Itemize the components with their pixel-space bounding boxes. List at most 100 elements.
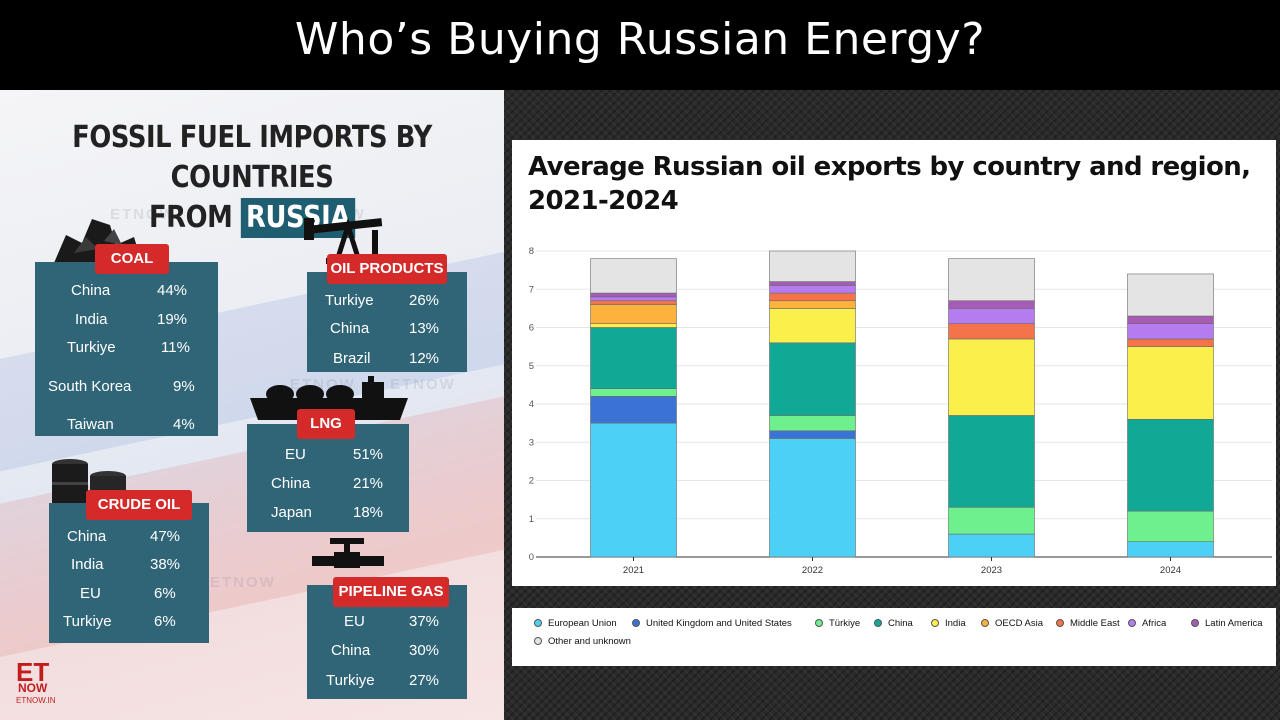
country-name: Turkiye <box>63 613 112 630</box>
heading-line-1: FOSSIL FUEL IMPORTS BY COUNTRIES <box>72 120 432 195</box>
oil-products-label: OIL PRODUCTS <box>327 254 447 284</box>
y-tick-label: 1 <box>529 514 534 525</box>
bar-segment <box>769 292 856 302</box>
stacked-bar-chart: 0 1 2 3 4 5 6 7 8 2021 2022 2023 2024 <box>529 246 1272 576</box>
bar-segment <box>590 296 677 302</box>
et-now-logo: ET NOW ETNOW.IN <box>16 659 64 706</box>
bar-segment <box>948 338 1035 416</box>
legend-item: Middle East <box>1056 618 1120 629</box>
bar-segment <box>590 323 677 328</box>
country-name: China <box>67 528 107 545</box>
bar-segment <box>1127 541 1214 558</box>
bar-segment <box>948 308 1035 324</box>
table-row: Turkiye 27% <box>307 672 467 700</box>
lng-card: EU 51% China 21% Japan 18% <box>247 424 409 532</box>
bar-segment <box>948 300 1035 309</box>
table-row: EU 51% <box>247 446 409 474</box>
legend-item: China <box>874 618 913 629</box>
legend-item: Africa <box>1128 618 1166 629</box>
legend-item: OECD Asia <box>981 618 1043 629</box>
table-row: Brazil 12% <box>307 350 467 378</box>
table-row: China 21% <box>247 475 409 503</box>
country-name: Turkiye <box>326 672 375 689</box>
country-name: China <box>71 282 111 299</box>
bar-segment <box>769 308 856 344</box>
bar-segment <box>1127 273 1214 317</box>
crude-oil-label: CRUDE OIL <box>86 490 192 520</box>
legend-swatch <box>534 637 542 645</box>
legend-swatch <box>632 619 640 627</box>
x-tick-label: 2022 <box>802 565 823 576</box>
bar-segment <box>590 396 677 424</box>
y-tick-label: 8 <box>529 246 534 257</box>
legend-swatch <box>931 619 939 627</box>
country-name: India <box>75 311 108 328</box>
x-tick-label: 2023 <box>981 565 1002 576</box>
legend-label: Middle East <box>1070 618 1120 629</box>
share-value: 27% <box>409 672 440 689</box>
bar-segment <box>1127 315 1214 324</box>
share-value: 19% <box>157 311 188 328</box>
share-value: 11% <box>161 339 190 356</box>
bar-segment <box>948 323 1035 340</box>
crude-oil-card: China 47% India 38% EU 6% Turkiye 6% <box>49 503 209 643</box>
bar-segment <box>948 506 1035 535</box>
bar-segment <box>1127 338 1214 347</box>
y-tick-label: 2 <box>529 476 534 487</box>
legend-label: Africa <box>1142 618 1167 629</box>
x-tick-label: 2024 <box>1160 565 1181 576</box>
share-value: 38% <box>150 556 181 573</box>
table-row: China 44% <box>35 282 218 310</box>
country-name: Turkiye <box>67 339 116 356</box>
share-value: 6% <box>154 613 176 630</box>
bar-segment <box>948 533 1035 558</box>
bar-segment <box>590 388 677 397</box>
legend-item: European Union <box>534 618 617 629</box>
bar-segment <box>590 304 677 324</box>
bar-segment <box>769 342 856 416</box>
legend-swatch <box>874 619 882 627</box>
y-tick-label: 7 <box>529 284 534 295</box>
legend-item: Latin America <box>1191 618 1263 629</box>
chart-panel: 0 1 2 3 4 5 6 7 8 2021 2022 2023 2024 Average Russia… <box>504 90 1280 720</box>
title-bar: Who’s Buying Russian Energy? <box>0 0 1280 90</box>
bar-segment <box>948 258 1035 302</box>
bar-segment <box>769 415 856 432</box>
watermark: ETNOW <box>210 574 276 591</box>
coal-card: China 44% India 19% Turkiye 11% South Ko… <box>35 262 218 436</box>
legend-item: Other and unknown <box>534 636 631 647</box>
legend-label: Other and unknown <box>548 636 631 647</box>
bar-segment <box>769 430 856 439</box>
legend-label: United Kingdom and United States <box>646 618 792 629</box>
legend-label: Türkiye <box>829 618 861 629</box>
bar-segment <box>590 258 677 294</box>
infographic-heading: FOSSIL FUEL IMPORTS BY COUNTRIES FROM RU… <box>35 118 468 238</box>
bar-segment <box>769 285 856 294</box>
x-tick-label: 2021 <box>623 565 644 576</box>
legend-swatch <box>815 619 823 627</box>
table-row: Taiwan 4% <box>35 416 218 444</box>
table-row: South Korea 9% <box>35 378 218 406</box>
y-tick-label: 4 <box>529 399 534 410</box>
bar-segment <box>769 300 856 309</box>
country-name: South Korea <box>48 378 132 395</box>
bar-segment <box>590 300 677 305</box>
legend-swatch <box>534 619 542 627</box>
country-name: China <box>271 475 311 492</box>
logo-site-text: ETNOW.IN <box>16 696 56 705</box>
share-value: 44% <box>157 282 188 299</box>
table-row: India 38% <box>49 556 209 584</box>
country-name: Taiwan <box>67 416 114 433</box>
table-row: India 19% <box>35 311 218 339</box>
legend-swatch <box>981 619 989 627</box>
bar-segment <box>590 327 677 390</box>
bar-segment <box>769 281 856 286</box>
share-value: 30% <box>409 642 440 659</box>
y-tick-label: 5 <box>529 361 534 372</box>
heading-from: FROM <box>148 200 233 235</box>
watermark: ETNOW <box>390 376 456 393</box>
infographic-panel: ETNOW ETNOW ETNOW ETNOW ETNOW FOSSIL FUE… <box>0 90 504 720</box>
table-row: China 47% <box>49 528 209 556</box>
watermark: ETNOW <box>110 206 176 223</box>
share-value: 4% <box>173 416 195 433</box>
